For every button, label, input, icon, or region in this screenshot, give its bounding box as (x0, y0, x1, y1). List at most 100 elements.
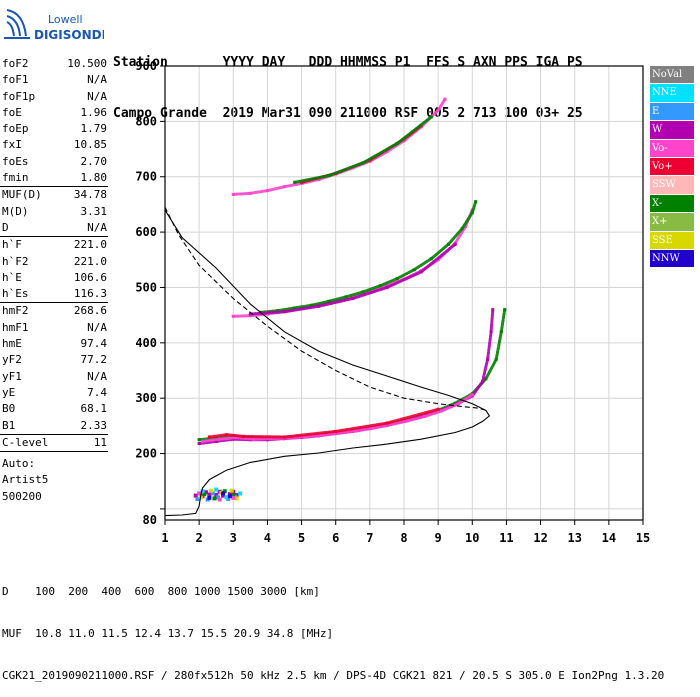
echo-point (202, 491, 207, 496)
echo-point (252, 437, 256, 441)
x-tick-label: 11 (499, 531, 513, 545)
echo-point (429, 115, 433, 119)
echo-point (197, 491, 202, 496)
legend-item-x: X+ (650, 213, 694, 232)
param-label: yF1 (2, 369, 22, 383)
echo-point (385, 285, 389, 289)
x-tick-label: 7 (366, 531, 373, 545)
param-separator (0, 236, 108, 238)
echo-point (214, 487, 219, 492)
echo-point (212, 496, 217, 501)
param-row-foe: foE 1.96 (0, 105, 110, 121)
param-row-hmf1: hmF1 N/A (0, 320, 110, 336)
x-tick-label: 5 (298, 531, 305, 545)
echo-trace-vo (201, 393, 474, 443)
param-row-md: M(D) 3.31 (0, 204, 110, 220)
legend-item-noval: NoVal (650, 66, 694, 85)
param-value: 1.80 (80, 171, 108, 185)
param-value: 34.78 (73, 188, 107, 202)
y-tick-label: 900 (135, 59, 157, 73)
param-value: 1.96 (80, 105, 108, 119)
echo-point (470, 393, 474, 397)
echo-point (193, 493, 198, 498)
footer-muf-row: MUF 10.8 11.0 11.5 12.4 13.7 15.5 20.9 3… (2, 627, 334, 640)
param-value: 11 (93, 435, 107, 449)
param-row-mufd: MUF(D) 34.78 (0, 187, 110, 203)
echo-point (317, 304, 321, 308)
param-value: 2.70 (80, 154, 108, 168)
param-label: foEp (2, 122, 29, 136)
x-tick-label: 9 (435, 531, 442, 545)
echo-trace-vo (231, 97, 447, 196)
param-label: foF2 (2, 57, 29, 70)
param-label: MUF(D) (2, 188, 42, 202)
echo-point (195, 496, 200, 501)
echo-point (293, 180, 297, 184)
y-tick-label: 600 (135, 225, 157, 239)
echo-point (446, 242, 450, 246)
footer-info: D 100 200 400 600 800 1000 1500 3000 [km… (2, 557, 664, 697)
echo-point (231, 495, 236, 500)
y-tick-label: 300 (135, 391, 157, 405)
echo-point (265, 189, 269, 193)
echo-point (463, 225, 467, 229)
echo-point (227, 491, 232, 496)
param-row-fxi: fxI 10.85 (0, 137, 110, 153)
echo-point (200, 489, 205, 494)
param-value: 268.6 (73, 304, 107, 318)
param-separator (0, 302, 108, 304)
echo-point (242, 434, 246, 438)
echo-point (248, 314, 252, 318)
footer-file-info: CGK21_2019090211000.RSF / 280fx512h 50 k… (2, 669, 665, 682)
x-tick-label: 13 (567, 531, 581, 545)
echo-point (209, 488, 214, 493)
echo-point (310, 303, 314, 307)
logo-text-lowell: Lowell (48, 13, 83, 26)
param-value: N/A (87, 220, 107, 234)
param-row-hme: hmE 97.4 (0, 336, 110, 352)
echo-point (503, 308, 507, 312)
param-row-b1: B1 2.33 (0, 418, 110, 434)
echo-point (327, 174, 331, 178)
x-tick-label: 3 (230, 531, 237, 545)
y-tick-label: 700 (135, 170, 157, 184)
echo-point (224, 433, 228, 437)
param-row-hf2: h`F2 221.0 (0, 254, 110, 270)
param-label: hmF1 (2, 320, 29, 334)
param-value: 77.2 (80, 353, 108, 367)
param-label: hmF2 (2, 304, 29, 318)
x-tick-label: 10 (465, 531, 479, 545)
param-row-foep: foEp 1.79 (0, 121, 110, 137)
echo-point (334, 429, 338, 433)
echo-point (385, 284, 389, 288)
echo-point (303, 435, 307, 439)
echo-point (412, 268, 416, 272)
echo-point (214, 439, 218, 443)
echo-point (218, 437, 222, 441)
param-value: 221.0 (73, 238, 107, 252)
param-value: 3.31 (80, 204, 108, 218)
echo-point (283, 435, 286, 439)
echo-point (229, 488, 234, 493)
echo-point (481, 380, 485, 384)
x-tick-label: 12 (533, 531, 547, 545)
echo-point (222, 489, 227, 494)
param-label: foE (2, 105, 22, 119)
y-bottom-label: 80 (143, 513, 157, 527)
param-separator (0, 451, 108, 453)
param-value: 68.1 (80, 402, 108, 416)
legend-item-sse: SSE (650, 231, 694, 250)
echo-point (429, 257, 433, 261)
param-row-d: D N/A (0, 220, 110, 236)
param-row-yf2: yF2 77.2 (0, 352, 110, 368)
header-row-values: Campo Grande 2019 Mar31 090 211000 RSF 0… (113, 106, 583, 121)
legend-item-e: E (650, 102, 694, 122)
echo-point (361, 290, 365, 294)
echo-point (470, 211, 474, 215)
echo-point (395, 142, 399, 146)
param-row-hf: h`F 221.0 (0, 237, 110, 253)
param-label: yF2 (2, 353, 22, 367)
polarization-legend: NoVal NNE E W Vo- Vo+ SSW X- X+ SSE NNW (650, 66, 694, 269)
echo-point (344, 295, 348, 299)
y-tick-label: 800 (135, 114, 157, 128)
